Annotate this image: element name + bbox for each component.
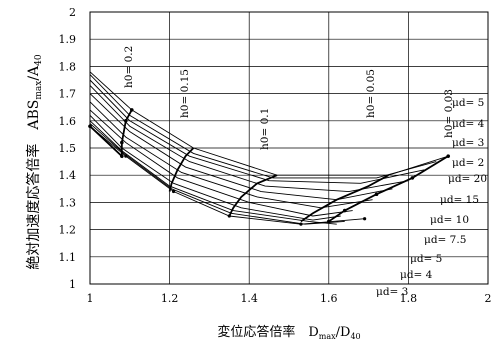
series-label: μd= 5 — [410, 253, 442, 265]
x-tick-label: 1.4 — [240, 292, 258, 305]
data-point — [120, 141, 124, 145]
x-tick-label: 2 — [485, 292, 492, 305]
series-line — [90, 94, 392, 200]
series-label: μd= 2 — [452, 157, 484, 169]
y-tick-label: 1.5 — [59, 142, 77, 155]
y-tick-label: 1.9 — [59, 33, 77, 46]
y-tick-label: 1.2 — [59, 224, 77, 237]
data-point — [120, 154, 124, 158]
series-label: μd= 10 — [430, 214, 469, 226]
x-axis-title: 変位応答倍率 Dmax/D40 — [217, 324, 360, 341]
h0-label: h0= 0.03 — [443, 89, 455, 138]
data-point — [411, 176, 415, 180]
y-tick-label: 1.7 — [59, 88, 77, 101]
y-tick-label: 1.1 — [59, 251, 77, 264]
h0-label: h0= 0.15 — [179, 69, 191, 118]
data-point — [363, 217, 366, 220]
y-tick-label: 1.4 — [59, 169, 77, 182]
x-tick-label: 1.2 — [161, 292, 179, 305]
y-tick-label: 1.3 — [59, 196, 77, 209]
series-label: μd= 15 — [440, 194, 479, 206]
series-label: μd= 3 — [452, 137, 484, 149]
series-label: μd= 4 — [400, 269, 433, 281]
y-tick-label: 2 — [69, 6, 76, 19]
y-tick-label: 1.8 — [59, 60, 77, 73]
data-point — [446, 154, 450, 158]
data-point — [130, 108, 134, 112]
x-tick-label: 1 — [87, 292, 94, 305]
data-point — [375, 192, 379, 196]
y-tick-label: 1 — [69, 278, 76, 291]
series-label: μd= 5 — [452, 97, 484, 109]
data-point — [327, 220, 331, 224]
h0-label: h0= 0.1 — [259, 108, 271, 150]
y-tick-label: 1.6 — [59, 115, 77, 128]
series-label: μd= 20 — [448, 173, 487, 185]
x-tick-label: 1.6 — [320, 292, 338, 305]
y-axis-title: 絶対加速度応答倍率 ABSmax/A40 — [25, 54, 44, 270]
h0-curve-line — [170, 148, 194, 192]
data-point — [88, 124, 92, 128]
data-point — [124, 119, 128, 123]
series-label: μd= 4 — [452, 118, 485, 130]
h0-label: h0= 0.05 — [365, 69, 377, 118]
h0-label: h0= 0.2 — [123, 46, 135, 88]
series-label: μd= 3 — [376, 286, 408, 298]
data-point — [343, 209, 347, 213]
series-label: μd= 7.5 — [424, 234, 466, 246]
